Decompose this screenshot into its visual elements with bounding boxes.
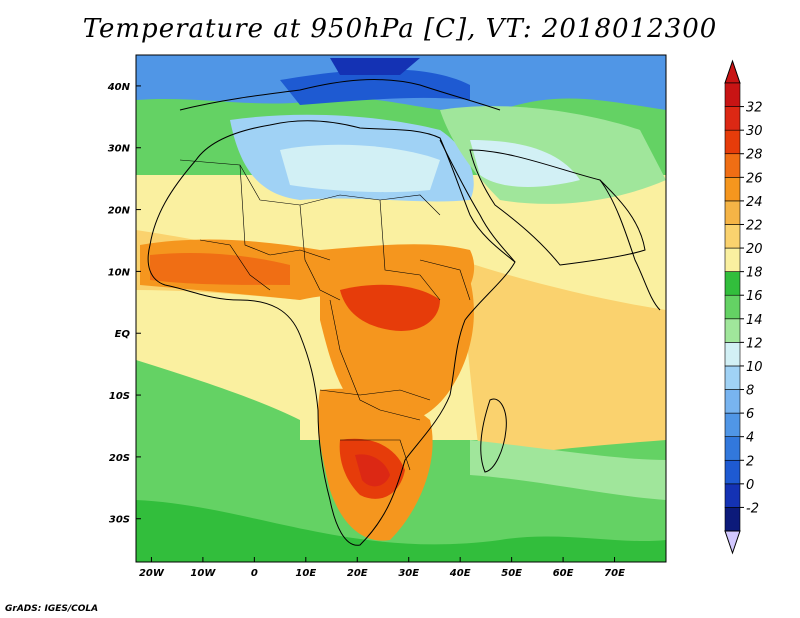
mediterranean-north	[179, 79, 501, 111]
colorbar-segment	[724, 436, 741, 461]
colorbar-label: 14	[746, 313, 763, 328]
colorbar-under-arrow	[724, 530, 741, 555]
field-europe-cold	[280, 69, 470, 105]
colorbar-segment	[724, 271, 741, 296]
colorbar-label: 24	[746, 195, 763, 210]
colorbar-label: 6	[746, 407, 754, 422]
lat-tick-label: 10S	[109, 391, 130, 402]
colorbar-segment	[724, 459, 741, 485]
africa-coastline	[147, 120, 516, 546]
lon-tick-label: 10E	[295, 568, 316, 579]
colorbar-segment	[724, 318, 741, 343]
field-balkans-cold	[330, 58, 420, 75]
colorbar-label: 20	[746, 242, 763, 257]
colorbar-segment	[724, 106, 741, 131]
colorbar-segment	[724, 82, 741, 107]
credit-label: GrADS: IGES/COLA	[5, 604, 99, 614]
lon-tick-label: 60E	[553, 568, 574, 579]
lat-tick-label: 30N	[108, 144, 131, 155]
colorbar-label: 12	[746, 336, 763, 351]
colorbar-segment	[724, 247, 741, 272]
field-kalahari-core	[355, 454, 390, 487]
colorbar-segment	[724, 365, 741, 390]
lat-tick-label: 20S	[109, 453, 130, 464]
lat-tick-label: EQ	[115, 329, 131, 340]
colorbar-segment	[724, 389, 741, 414]
field-indian-south	[470, 440, 666, 500]
colorbar-segment	[724, 483, 741, 508]
field-west-africa-hot	[150, 253, 290, 285]
map-title: Temperature at 950hPa [C], VT: 201801230…	[82, 14, 718, 44]
lat-tick-label: 10N	[108, 267, 131, 278]
colorbar-label: 22	[746, 218, 763, 233]
lon-tick-label: 20W	[139, 568, 165, 579]
colorbar-label: 26	[746, 171, 763, 186]
lon-tick-label: 50E	[501, 568, 522, 579]
colorbar-label: 4	[746, 431, 754, 446]
colorbar-label: 0	[746, 478, 754, 493]
longitude-ticks: 20W 10W 0 10E 20E 30E 40E 50E 60E 70E	[139, 557, 625, 579]
lat-tick-label: 20N	[108, 206, 131, 217]
colorbar-label: 2	[746, 454, 754, 469]
colorbar-label: 28	[746, 148, 763, 163]
lon-tick-label: 10W	[190, 568, 216, 579]
field-far-south	[136, 500, 666, 562]
colorbar-segment	[724, 294, 741, 320]
field-south-atlantic	[136, 360, 300, 450]
colorbar-label: -2	[746, 501, 759, 516]
temperature-field	[136, 55, 666, 562]
arabia-coastline	[469, 149, 646, 266]
colorbar-over-arrow	[724, 59, 741, 84]
colorbar-label: 16	[746, 289, 763, 304]
colorbar-label: 30	[746, 124, 763, 139]
lon-tick-label: 0	[251, 568, 258, 579]
colorbar-label: 8	[746, 384, 754, 399]
colorbar-segment	[724, 129, 741, 155]
colorbar-segment	[724, 342, 741, 367]
lon-tick-label: 30E	[398, 568, 419, 579]
colorbar-label: 10	[746, 360, 763, 375]
latitude-ticks: 40N 30N 20N 10N EQ 10S 20S 30S	[107, 82, 141, 526]
india-coastline	[599, 179, 661, 311]
colorbar-segment	[724, 177, 741, 202]
red-sea	[439, 139, 516, 263]
field-indian-ocean	[460, 260, 666, 460]
plot-frame	[135, 54, 667, 563]
coastlines	[147, 79, 661, 546]
country-borders	[179, 159, 471, 471]
field-arabia-core	[470, 140, 580, 187]
madagascar-coastline	[480, 398, 507, 473]
lon-tick-label: 70E	[604, 568, 625, 579]
lon-tick-label: 20E	[347, 568, 368, 579]
lat-tick-label: 40N	[107, 82, 131, 93]
colorbar-segment	[724, 200, 741, 225]
colorbar-label: 18	[746, 266, 763, 281]
colorbar-segment	[724, 153, 741, 178]
field-sahara-core	[280, 144, 440, 193]
lon-tick-label: 40E	[449, 568, 471, 579]
colorbar-label: 32	[746, 101, 763, 116]
colorbar-segment	[724, 507, 741, 532]
colorbar-segment	[724, 412, 741, 437]
lat-tick-label: 30S	[109, 515, 130, 526]
colorbar-segment	[724, 224, 741, 249]
field-congo-hot	[340, 284, 440, 331]
